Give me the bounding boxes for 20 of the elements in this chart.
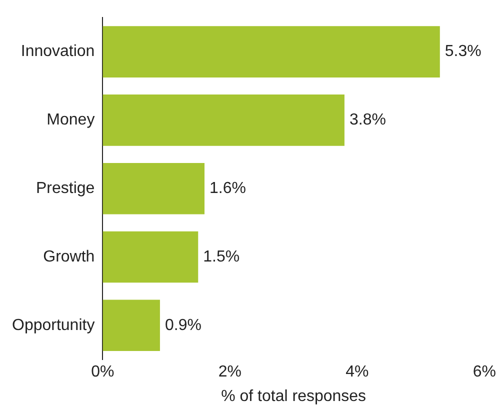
y-tick-label: Prestige	[36, 180, 95, 198]
y-tick-label: Innovation	[20, 43, 95, 60]
bar	[102, 162, 205, 214]
data-label: 1.6%	[210, 180, 246, 198]
bar	[102, 94, 344, 146]
data-label: 5.3%	[444, 43, 482, 60]
x-tick-label: 0%	[91, 364, 114, 381]
data-label: 0.9%	[164, 316, 202, 334]
bar	[102, 231, 198, 283]
data-label: 1.5%	[203, 248, 240, 266]
y-tick-label: Growth	[43, 248, 95, 266]
x-tick-label: 6%	[472, 364, 496, 381]
y-tick-label: Money	[46, 112, 95, 129]
x-tick-label: 4%	[346, 364, 369, 381]
bar	[102, 26, 440, 78]
y-tick-label: Opportunity	[12, 316, 95, 334]
x-axis-title: % of total responses	[221, 388, 366, 405]
x-tick-label: 2%	[218, 364, 242, 381]
data-label: 3.8%	[349, 112, 386, 129]
bar	[102, 300, 160, 352]
